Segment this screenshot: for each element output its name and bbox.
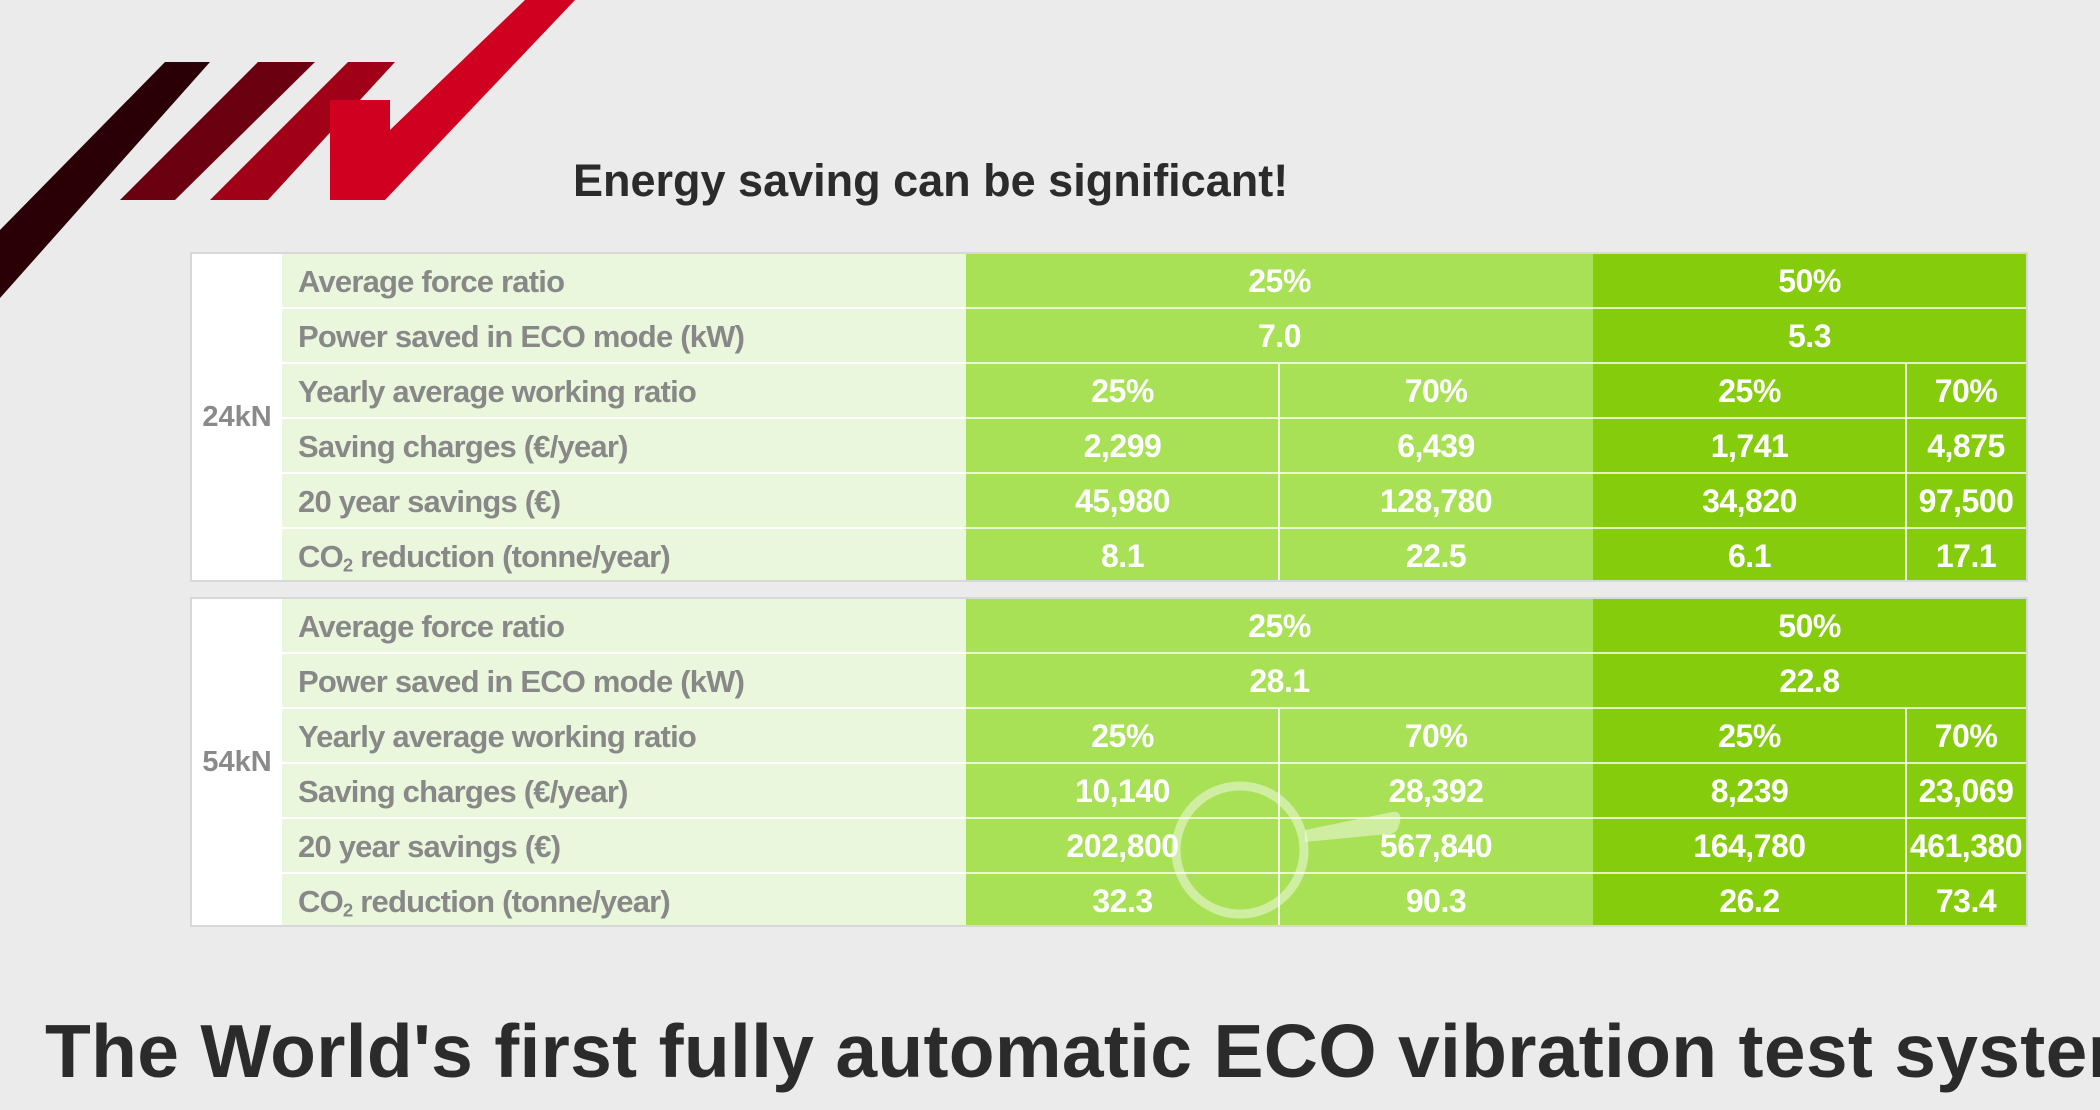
label-twenty-year-savings: 20 year savings (€) [282, 819, 966, 874]
co2-reduction-value: 8.1 [1101, 538, 1144, 574]
co2-suffix-text: reduction (tonne/year) [352, 539, 670, 574]
co2-subscript: 2 [342, 554, 353, 576]
co2-reduction-value: 26.2 [1719, 883, 1780, 919]
logo-stripe-3 [210, 62, 395, 200]
label-saving-charges: Saving charges (€/year) [282, 419, 966, 474]
label-working-ratio: Yearly average working ratio [282, 364, 966, 419]
co2-reduction-value: 6.1 [1728, 538, 1771, 574]
working-ratio-value: 25% [966, 364, 1279, 419]
power-saved-value: 28.1 [966, 654, 1593, 709]
magnifier-icon [1171, 781, 1401, 919]
label-average-force-ratio: Average force ratio [282, 254, 966, 309]
savings-table-54kn: 54kN Average force ratio Power saved in … [190, 597, 2028, 927]
co2-reduction-value: 32.3 [1092, 883, 1153, 919]
twenty-year-savings-value: 202,800 [966, 819, 1279, 874]
co2-subscript: 2 [342, 899, 353, 921]
label-working-ratio: Yearly average working ratio [282, 709, 966, 764]
working-ratio-value: 25% [966, 709, 1279, 764]
co2-text: CO [298, 539, 344, 574]
co2-text: CO [298, 884, 344, 919]
label-saving-charges: Saving charges (€/year) [282, 764, 966, 819]
working-ratio-value: 70% [1279, 709, 1593, 764]
working-ratio-value: 70% [1279, 364, 1593, 419]
co2-reduction-value: 73.4 [1935, 883, 1997, 919]
power-saved-value: 22.8 [1593, 654, 2026, 709]
label-twenty-year-savings: 20 year savings (€) [282, 474, 966, 529]
force-label: 54kN [192, 599, 282, 925]
saving-charges-value: 6,439 [1279, 419, 1593, 474]
label-co2-reduction: CO2 reduction (tonne/year) [282, 874, 966, 929]
working-ratio-value: 70% [1906, 364, 2026, 419]
power-saved-value: 5.3 [1593, 309, 2026, 364]
saving-charges-value: 28,392 [1279, 764, 1593, 819]
saving-charges-value: 2,299 [966, 419, 1279, 474]
avg-force-ratio-value: 25% [966, 599, 1593, 654]
logo-stripe-4 [330, 0, 575, 200]
twenty-year-savings-value: 461,380 [1906, 819, 2026, 874]
twenty-year-savings-value: 45,980 [966, 474, 1279, 529]
column-group-50: 50% 22.8 25% 70% 8,239 23,069 164,780 46… [1593, 599, 2026, 925]
column-divider [1905, 709, 1907, 925]
avg-force-ratio-value: 50% [1593, 254, 2026, 309]
label-co2-reduction: CO2 reduction (tonne/year) [282, 529, 966, 584]
row-labels: Average force ratio Power saved in ECO m… [282, 599, 966, 925]
co2-reduction-value: 90.3 [1405, 883, 1467, 919]
column-divider [1278, 709, 1280, 925]
avg-force-ratio-value: 25% [966, 254, 1593, 309]
label-power-saved: Power saved in ECO mode (kW) [282, 309, 966, 364]
column-divider [1905, 364, 1907, 580]
working-ratio-value: 25% [1593, 364, 1906, 419]
twenty-year-savings-value: 164,780 [1593, 819, 1906, 874]
saving-charges-value: 4,875 [1906, 419, 2026, 474]
company-logo [0, 0, 575, 298]
co2-reduction-value: 17.1 [1935, 538, 1997, 574]
co2-reduction-value: 22.5 [1405, 538, 1467, 574]
saving-charges-value: 10,140 [966, 764, 1279, 819]
column-group-50: 50% 5.3 25% 70% 1,741 4,875 34,820 97,50… [1593, 254, 2026, 580]
column-group-25: 25% 28.1 25% 70% 10,140 28,392 202,800 5… [966, 599, 1593, 925]
saving-charges-value: 8,239 [1593, 764, 1906, 819]
column-divider [1278, 364, 1280, 580]
twenty-year-savings-value: 567,840 [1279, 819, 1593, 874]
working-ratio-value: 70% [1906, 709, 2026, 764]
power-saved-value: 7.0 [966, 309, 1593, 364]
label-power-saved: Power saved in ECO mode (kW) [282, 654, 966, 709]
row-labels: Average force ratio Power saved in ECO m… [282, 254, 966, 580]
savings-table-24kn: 24kN Average force ratio Power saved in … [190, 252, 2028, 582]
logo-stripe-2 [120, 62, 315, 200]
subtitle: Energy saving can be significant! [573, 155, 1289, 206]
saving-charges-value: 23,069 [1906, 764, 2026, 819]
column-group-25: 25% 7.0 25% 70% 2,299 6,439 45,980 128,7… [966, 254, 1593, 580]
force-label: 24kN [192, 254, 282, 580]
twenty-year-savings-value: 97,500 [1906, 474, 2026, 529]
working-ratio-value: 25% [1593, 709, 1906, 764]
label-average-force-ratio: Average force ratio [282, 599, 966, 654]
logo-stripe-1 [0, 62, 210, 298]
headline: The World's first fully automatic ECO vi… [45, 1009, 2100, 1093]
co2-suffix-text: reduction (tonne/year) [352, 884, 670, 919]
saving-charges-value: 1,741 [1593, 419, 1906, 474]
twenty-year-savings-value: 128,780 [1279, 474, 1593, 529]
twenty-year-savings-value: 34,820 [1593, 474, 1906, 529]
avg-force-ratio-value: 50% [1593, 599, 2026, 654]
